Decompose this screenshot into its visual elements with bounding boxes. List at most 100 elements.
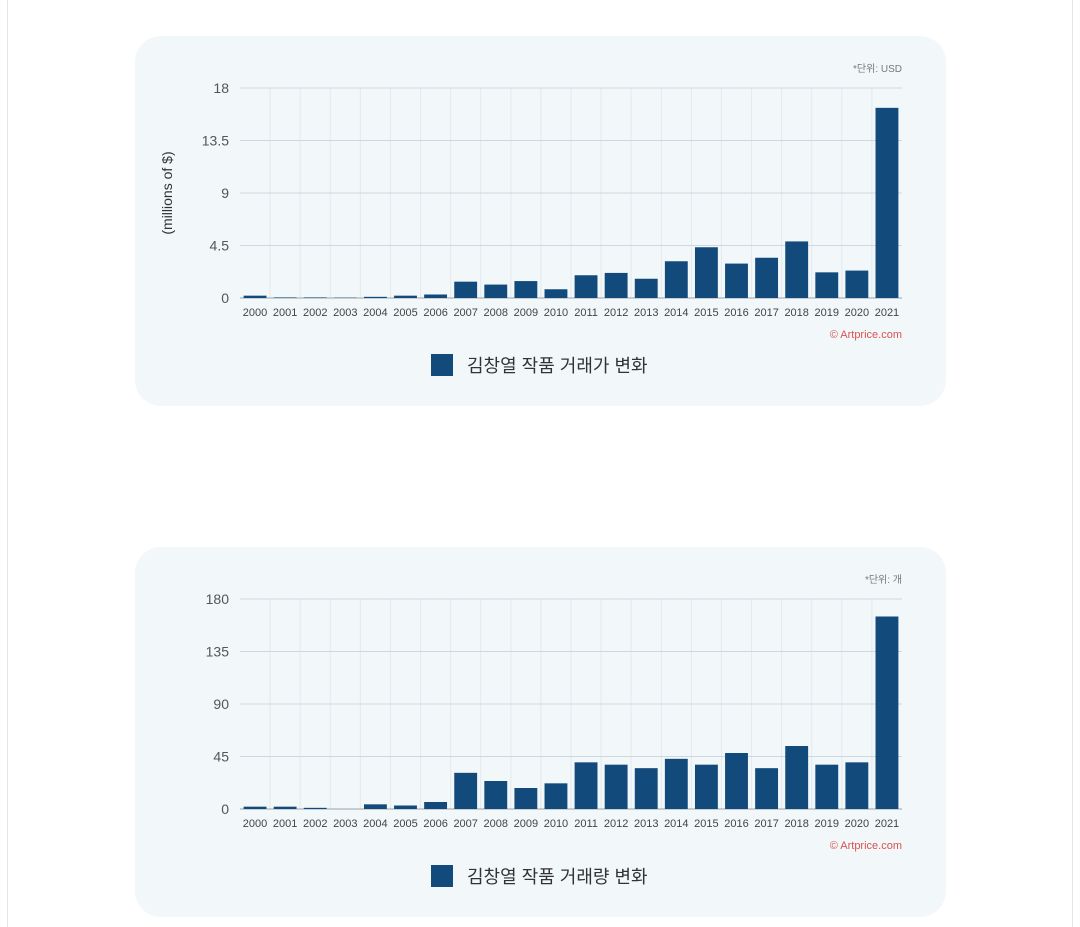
volume-x-tick-label: 2008 [484, 818, 508, 830]
price-y-tick-label: 9 [221, 185, 229, 201]
volume-x-tick-label: 2011 [574, 818, 598, 830]
price-bar [454, 281, 478, 298]
volume-x-tick-label: 2004 [363, 818, 387, 830]
price-chart-card: 0 4.5 9 13.5 18 2000 2001 2002 2003 2004 2005 2006 2… [135, 36, 946, 406]
price-bar [815, 272, 839, 298]
volume-legend-label: 김창열 작품 거래량 변화 [467, 867, 648, 887]
price-y-tick-label: 4.5 [210, 238, 230, 254]
volume-bar [424, 802, 448, 809]
price-x-tick-label: 2014 [664, 307, 688, 319]
price-x-tick-label: 2002 [303, 307, 327, 319]
price-x-tick-label: 2016 [724, 307, 748, 319]
volume-bar [785, 746, 809, 809]
volume-x-tick-label: 2000 [243, 818, 267, 830]
price-y-tick-label: 13.5 [202, 133, 229, 149]
volume-x-tick-label: 2007 [453, 818, 477, 830]
price-x-tick-label: 2015 [694, 307, 718, 319]
volume-bar [845, 762, 869, 809]
volume-bar [755, 768, 779, 809]
price-y-axis-title: (millions of $) [159, 151, 175, 234]
volume-x-tick-label: 2021 [875, 818, 899, 830]
volume-source-credit: © Artprice.com [830, 840, 902, 852]
volume-legend-swatch [431, 865, 453, 887]
volume-bar [303, 807, 327, 809]
price-bar [514, 281, 538, 298]
volume-bar [544, 783, 568, 809]
volume-y-tick-label: 90 [213, 696, 229, 712]
volume-x-tick-label: 2012 [604, 818, 628, 830]
volume-y-tick-label: 45 [213, 749, 229, 765]
volume-x-tick-label: 2009 [514, 818, 538, 830]
volume-x-tick-label: 2013 [634, 818, 658, 830]
price-bar [243, 295, 267, 298]
price-x-tick-label: 2012 [604, 307, 628, 319]
volume-bar [454, 772, 478, 809]
volume-unit-note: *단위: 개 [865, 573, 902, 586]
price-x-tick-label: 2018 [784, 307, 808, 319]
price-x-tick-label: 2019 [815, 307, 839, 319]
volume-chart-svg: 0 45 90 135 180 2000 2001 2002 2003 2004 2005 2006 2… [206, 573, 902, 887]
volume-bar [725, 753, 748, 809]
volume-x-tick-label: 2019 [815, 818, 839, 830]
volume-chart-card: 0 45 90 135 180 2000 2001 2002 2003 2004 2005 2006 2… [135, 547, 946, 917]
price-bar [634, 278, 658, 298]
price-x-tick-label: 2003 [333, 307, 357, 319]
price-bar [664, 261, 688, 298]
price-bar [273, 297, 297, 298]
price-x-tick-label: 2010 [544, 307, 568, 319]
price-bar [394, 295, 417, 298]
volume-bar [694, 764, 718, 809]
price-x-tick-label: 2020 [845, 307, 869, 319]
volume-y-tick-label: 0 [221, 801, 229, 817]
price-x-tick-label: 2017 [754, 307, 778, 319]
price-bar [574, 275, 598, 298]
volume-x-tick-label: 2016 [724, 818, 748, 830]
volume-x-tick-label: 2002 [303, 818, 327, 830]
price-x-tick-label: 2011 [574, 307, 598, 319]
price-chart-svg: 0 4.5 9 13.5 18 2000 2001 2002 2003 2004 2005 2006 2… [159, 62, 902, 376]
price-bar [755, 257, 779, 298]
price-x-tick-label: 2009 [514, 307, 538, 319]
price-bar [604, 272, 628, 298]
price-bar [785, 241, 809, 298]
price-bar [845, 270, 869, 298]
volume-bar [363, 804, 387, 809]
price-legend-swatch [431, 354, 453, 376]
page-frame-right-border [1072, 0, 1073, 927]
volume-bar [604, 764, 628, 809]
price-bar [544, 289, 568, 298]
price-x-tick-label: 2004 [363, 307, 387, 319]
volume-bar [484, 781, 508, 809]
volume-bar [574, 762, 598, 809]
volume-x-tick-label: 2005 [393, 818, 417, 830]
price-x-tick-label: 2021 [875, 307, 899, 319]
price-bar [725, 263, 748, 298]
volume-bar [815, 764, 839, 809]
price-legend-label: 김창열 작품 거래가 변화 [467, 356, 648, 376]
volume-bar [394, 805, 417, 809]
volume-bar [243, 806, 267, 809]
price-bar [694, 247, 718, 298]
volume-bar [875, 616, 899, 809]
price-x-tick-label: 2007 [453, 307, 477, 319]
volume-x-tick-label: 2014 [664, 818, 688, 830]
volume-bar [273, 806, 297, 809]
volume-x-tick-label: 2006 [423, 818, 447, 830]
volume-x-tick-label: 2018 [784, 818, 808, 830]
volume-x-tick-label: 2017 [754, 818, 778, 830]
volume-bar [634, 768, 658, 809]
volume-bar [514, 788, 538, 809]
volume-x-tick-label: 2001 [273, 818, 297, 830]
price-x-tick-label: 2008 [484, 307, 508, 319]
price-bar [303, 297, 327, 298]
price-unit-note: *단위: USD [853, 62, 902, 75]
volume-y-tick-label: 135 [206, 644, 230, 660]
page-frame-left-border [7, 0, 8, 927]
volume-bar [664, 758, 688, 809]
volume-x-tick-label: 2020 [845, 818, 869, 830]
volume-x-tick-label: 2015 [694, 818, 718, 830]
price-y-tick-label: 18 [213, 80, 229, 96]
price-source-credit: © Artprice.com [830, 329, 902, 341]
volume-x-tick-label: 2010 [544, 818, 568, 830]
price-x-tick-label: 2000 [243, 307, 267, 319]
